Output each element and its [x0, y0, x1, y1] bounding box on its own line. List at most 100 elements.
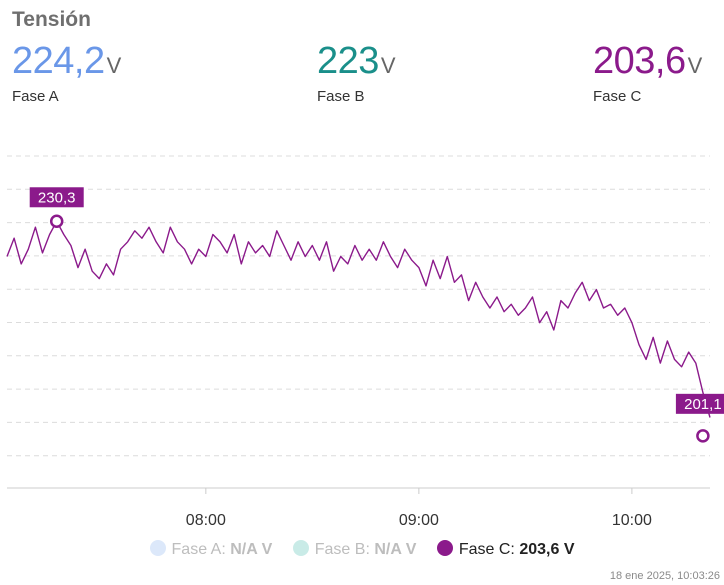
data-point[interactable] [693, 360, 699, 366]
data-point[interactable] [203, 254, 209, 260]
data-point[interactable] [643, 356, 649, 362]
data-point[interactable] [309, 243, 315, 249]
data-point[interactable] [458, 272, 464, 278]
data-point[interactable] [395, 265, 401, 271]
data-point[interactable] [608, 301, 614, 307]
data-point[interactable] [537, 320, 543, 326]
data-point[interactable] [345, 261, 351, 267]
data-point[interactable] [4, 254, 10, 260]
data-point[interactable] [480, 294, 486, 300]
data-point[interactable] [111, 272, 117, 278]
data-point[interactable] [11, 235, 17, 241]
data-point[interactable] [68, 243, 74, 249]
data-point[interactable] [324, 239, 330, 245]
data-point[interactable] [430, 257, 436, 263]
data-point[interactable] [671, 356, 677, 362]
data-point[interactable] [153, 239, 159, 245]
data-point[interactable] [174, 239, 180, 245]
data-point[interactable] [366, 246, 372, 252]
data-point[interactable] [231, 232, 237, 238]
data-point[interactable] [501, 309, 507, 315]
legend-item-fase-a[interactable]: Fase A: N/A V [149, 540, 272, 559]
data-point[interactable] [373, 257, 379, 263]
data-point[interactable] [18, 261, 24, 267]
data-point[interactable] [522, 305, 528, 311]
data-point[interactable] [103, 261, 109, 267]
legend-item-fase-b[interactable]: Fase B: N/A V [292, 540, 416, 559]
data-point[interactable] [615, 312, 621, 318]
data-point[interactable] [331, 268, 337, 274]
data-point[interactable] [75, 265, 81, 271]
data-point[interactable] [551, 327, 557, 333]
data-point[interactable] [267, 254, 273, 260]
data-point[interactable] [402, 246, 408, 252]
data-point[interactable] [494, 294, 500, 300]
data-point[interactable] [302, 254, 308, 260]
voltage-chart[interactable]: 08:00 09:00 10:00 230,3 201,1 [0, 140, 724, 535]
data-point[interactable] [565, 305, 571, 311]
data-point[interactable] [245, 239, 251, 245]
data-point[interactable] [96, 276, 102, 282]
data-point[interactable] [473, 279, 479, 285]
data-point[interactable] [146, 224, 152, 230]
data-point[interactable] [210, 232, 216, 238]
data-point[interactable] [132, 228, 138, 234]
data-point[interactable] [686, 349, 692, 355]
data-point[interactable] [25, 246, 31, 252]
data-point[interactable] [451, 279, 457, 285]
data-point[interactable] [586, 298, 592, 304]
data-point[interactable] [558, 298, 564, 304]
data-point[interactable] [238, 261, 244, 267]
data-point[interactable] [679, 364, 685, 370]
data-point[interactable] [160, 250, 166, 256]
data-point[interactable] [444, 254, 450, 260]
data-point[interactable] [466, 298, 472, 304]
data-point[interactable] [125, 239, 131, 245]
data-point[interactable] [352, 243, 358, 249]
data-point[interactable] [288, 257, 294, 263]
data-point[interactable] [253, 250, 259, 256]
data-point[interactable] [89, 268, 95, 274]
legend-item-fase-c[interactable]: Fase C: 203,6 V [436, 540, 574, 559]
data-point[interactable] [359, 257, 365, 263]
data-point[interactable] [600, 305, 606, 311]
data-point[interactable] [61, 232, 67, 238]
data-point[interactable] [544, 309, 550, 315]
min-marker[interactable] [696, 429, 710, 443]
data-point[interactable] [657, 360, 663, 366]
data-point[interactable] [579, 279, 585, 285]
data-point[interactable] [189, 261, 195, 267]
data-point[interactable] [437, 276, 443, 282]
data-point[interactable] [636, 342, 642, 348]
data-point[interactable] [47, 232, 53, 238]
data-point[interactable] [167, 224, 173, 230]
data-point[interactable] [118, 246, 124, 252]
data-point[interactable] [423, 283, 429, 289]
data-point[interactable] [508, 301, 514, 307]
data-point[interactable] [217, 239, 223, 245]
data-point[interactable] [629, 320, 635, 326]
data-point[interactable] [650, 334, 656, 340]
data-point[interactable] [409, 257, 415, 263]
data-point[interactable] [515, 312, 521, 318]
data-point[interactable] [707, 414, 713, 420]
data-point[interactable] [32, 224, 38, 230]
data-point[interactable] [40, 250, 46, 256]
data-point[interactable] [139, 235, 145, 241]
data-point[interactable] [338, 254, 344, 260]
data-point[interactable] [260, 243, 266, 249]
data-point[interactable] [182, 246, 188, 252]
data-point[interactable] [196, 246, 202, 252]
data-point[interactable] [274, 228, 280, 234]
data-point[interactable] [295, 239, 301, 245]
data-point[interactable] [664, 338, 670, 344]
data-point[interactable] [622, 305, 628, 311]
data-point[interactable] [529, 294, 535, 300]
data-point[interactable] [82, 246, 88, 252]
data-point[interactable] [387, 254, 393, 260]
data-point[interactable] [316, 257, 322, 263]
data-point[interactable] [593, 287, 599, 293]
data-point[interactable] [487, 305, 493, 311]
data-point[interactable] [416, 265, 422, 271]
data-point[interactable] [380, 239, 386, 245]
